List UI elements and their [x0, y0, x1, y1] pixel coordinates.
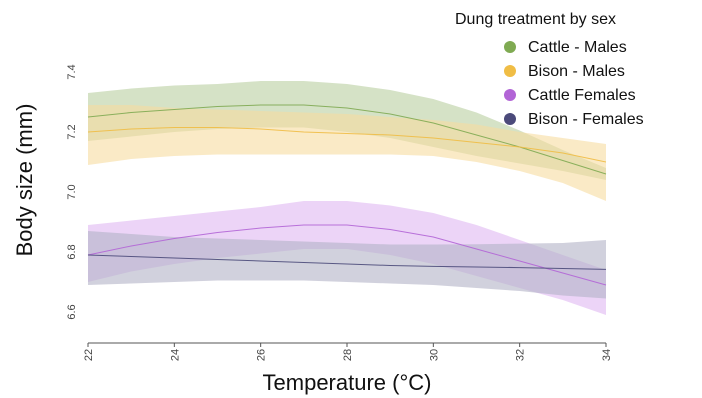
- bison-females-legend-marker: [504, 113, 516, 125]
- bison-males-confidence-band: [88, 105, 606, 201]
- y-axis-title: Body size (mm): [12, 104, 37, 257]
- x-axis-ticks: 22 24 26 28 30 32 34: [83, 343, 613, 361]
- cattle-females-legend-marker: [504, 89, 516, 101]
- y-axis-ticks: 6.6 6.8 7.0 7.2 7.4: [66, 64, 78, 319]
- cattle-males-legend-label: Cattle - Males: [528, 39, 627, 56]
- cattle-females-confidence-band: [88, 201, 606, 315]
- cattle-females-legend-label: Cattle Females: [528, 87, 636, 104]
- bison-females-legend-label: Bison - Females: [528, 111, 644, 128]
- y-tick-label: 7.0: [66, 184, 78, 199]
- bison-males-legend-label: Bison - Males: [528, 63, 625, 80]
- x-tick-label: 26: [256, 349, 268, 361]
- bison-females-line: [87, 254, 607, 270]
- x-tick-label: 30: [428, 349, 440, 361]
- bison-females-confidence-band: [88, 231, 606, 299]
- x-tick-label: 34: [601, 349, 613, 361]
- cattle-males-legend-marker: [504, 41, 516, 53]
- legend: Dung treatment by sex Cattle - Males Biso…: [455, 11, 644, 128]
- fitted-lines: [87, 104, 607, 286]
- bison-males-line: [87, 127, 607, 163]
- x-tick-label: 22: [83, 349, 95, 361]
- y-tick-label: 7.2: [66, 124, 78, 139]
- x-tick-label: 24: [169, 349, 181, 361]
- y-tick-label: 6.6: [66, 304, 78, 319]
- x-axis-title: Temperature (°C): [263, 370, 432, 395]
- legend-items: Cattle - Males Bison - Males Cattle Female…: [504, 39, 644, 128]
- x-tick-label: 28: [342, 349, 354, 361]
- x-tick-label: 32: [515, 349, 527, 361]
- confidence-bands: [88, 81, 606, 315]
- legend-title: Dung treatment by sex: [455, 11, 616, 28]
- bison-males-legend-marker: [504, 65, 516, 77]
- y-tick-label: 7.4: [66, 64, 78, 79]
- y-tick-label: 6.8: [66, 244, 78, 259]
- cattle-females-line: [87, 224, 607, 286]
